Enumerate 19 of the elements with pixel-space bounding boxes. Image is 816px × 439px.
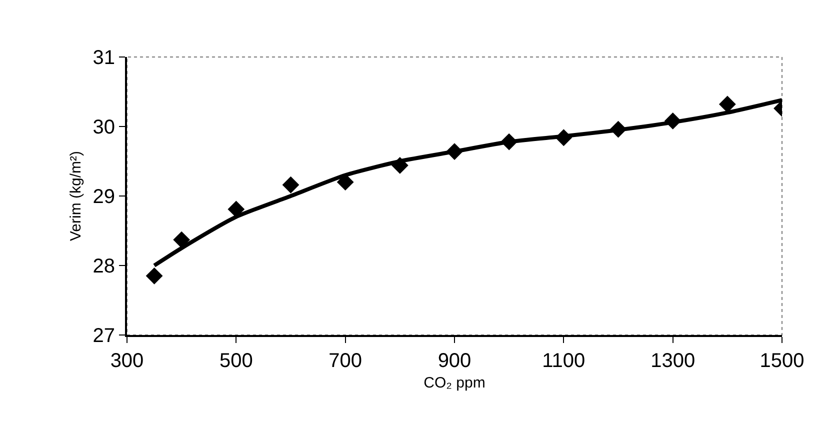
point (718, 96, 736, 113)
point (173, 231, 190, 248)
y-tick-label: 30 (92, 116, 115, 138)
x-tick-label: 900 (438, 350, 472, 372)
x-tick-label: 1100 (542, 350, 586, 372)
point (146, 267, 163, 284)
x-tick-label: 1300 (650, 350, 696, 372)
x-tick-label: 500 (219, 350, 253, 372)
point (228, 200, 245, 218)
point (282, 176, 300, 194)
y-tick-label: 28 (92, 256, 115, 278)
x-axis-title: CO₂ ppm (424, 374, 486, 392)
y-tick-label: 27 (92, 325, 115, 347)
x-tick-label: 300 (110, 350, 144, 372)
x-tick-label: 1500 (760, 350, 804, 372)
y-axis-title: Verim (kg/m²) (68, 150, 84, 241)
y-tick-label: 31 (92, 47, 115, 69)
y-tick-label: 29 (92, 186, 115, 208)
x-tick-label: 700 (328, 350, 362, 372)
